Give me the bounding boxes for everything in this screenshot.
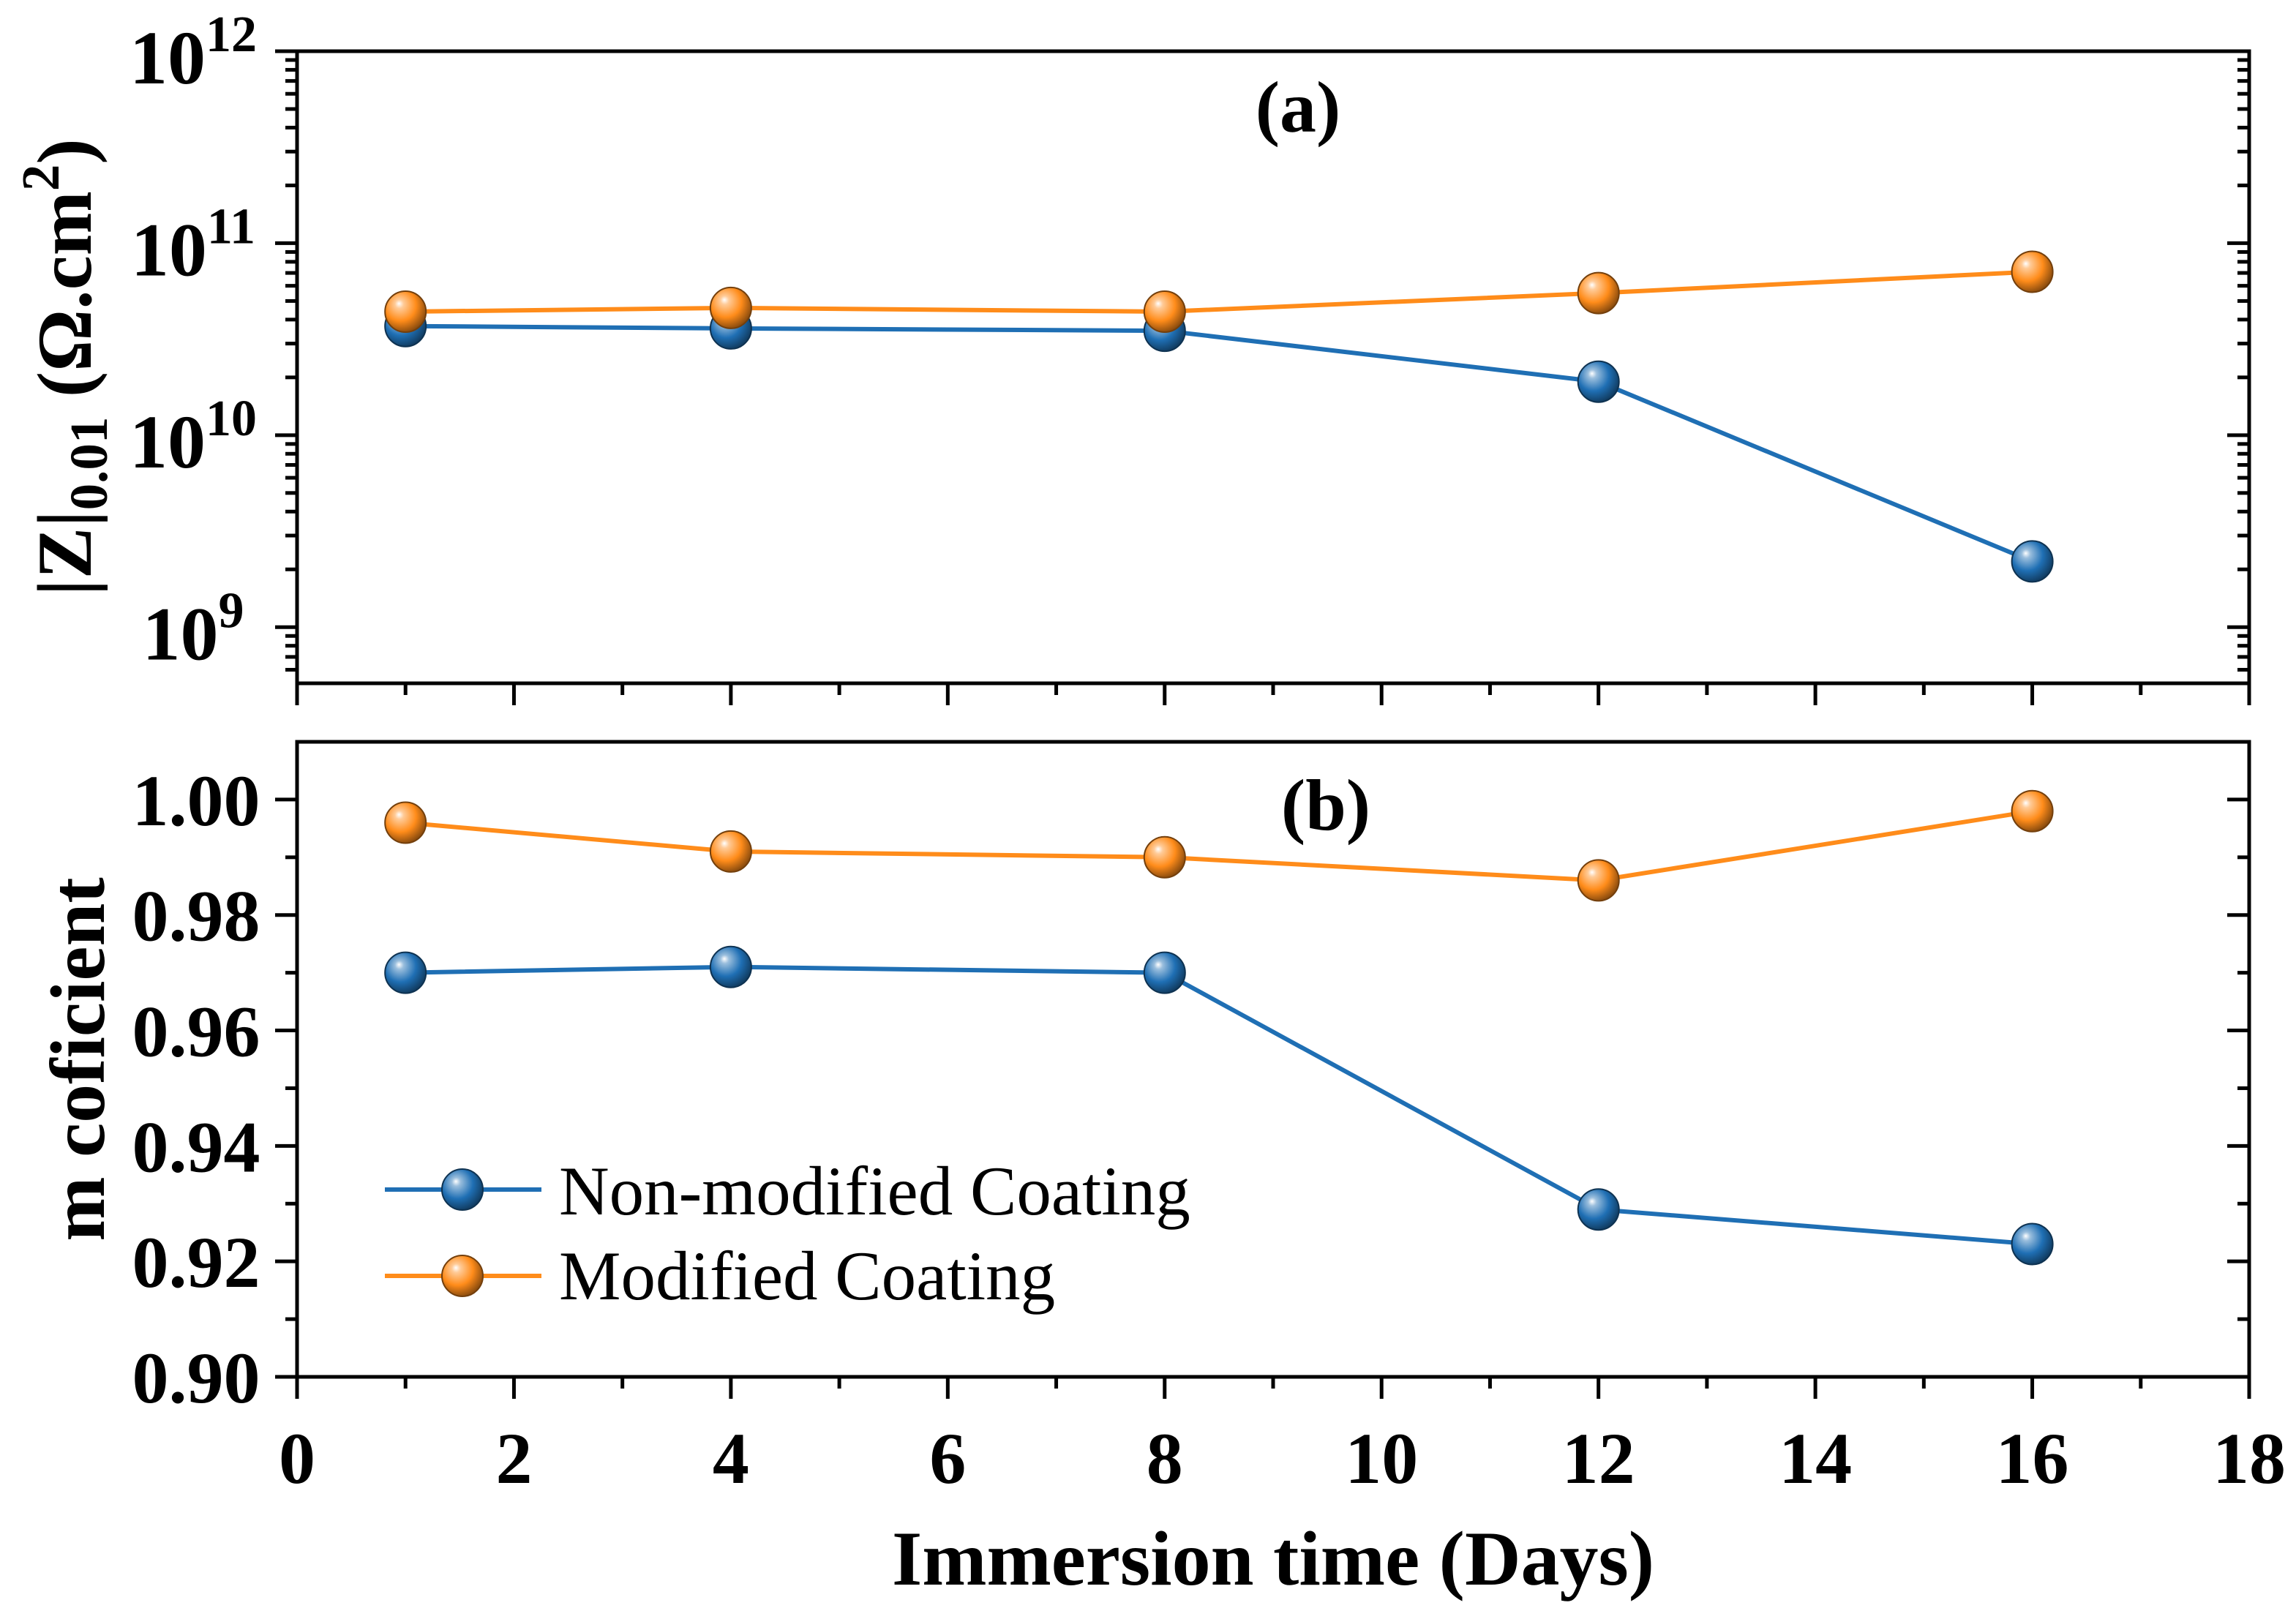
modified-coating-point bbox=[709, 830, 752, 873]
y-title-main: |Z| bbox=[22, 510, 108, 596]
legend-marker-modified-coating bbox=[441, 1255, 484, 1297]
x-axis-title: Immersion time (Days) bbox=[892, 1516, 1654, 1601]
modified-coating-point bbox=[1143, 835, 1186, 879]
modified-coating-point bbox=[709, 286, 752, 329]
modified-coating-point bbox=[1577, 271, 1620, 315]
modified-coating-line bbox=[405, 269, 2033, 314]
x-tick-labels: 0 2 4 6 8 10 12 14 16 18 bbox=[279, 1418, 2286, 1499]
modified-coating-point bbox=[2011, 250, 2054, 293]
x-tick-label: 18 bbox=[2213, 1418, 2286, 1499]
y-tick-label: 0.94 bbox=[132, 1106, 260, 1187]
y-tick-label: 109 bbox=[143, 582, 244, 676]
y-tick-label-exponent: 9 bbox=[219, 582, 244, 639]
y-tick-label: 1.00 bbox=[132, 760, 260, 841]
y-tick-label: 1010 bbox=[130, 391, 257, 484]
y-tick-label: 0.98 bbox=[132, 876, 260, 957]
y-title-superscript: 2 bbox=[11, 165, 70, 192]
panel-label-a: (a) bbox=[1256, 67, 1341, 148]
legend-label-modified-coating: Modified Coating bbox=[559, 1237, 1055, 1315]
y-axis-title-impedance: |Z|0.01 (Ω.cm2) bbox=[11, 138, 119, 596]
y-title-unit: (Ω.cm bbox=[22, 191, 108, 417]
y-axis-ticks bbox=[275, 797, 2249, 1379]
x-tick-label: 0 bbox=[279, 1418, 315, 1499]
legend-entry-non-modified-coating: Non-modified Coating bbox=[385, 1152, 1190, 1230]
y-axis-ticks bbox=[275, 49, 2249, 672]
y-tick-label: 0.96 bbox=[132, 991, 260, 1073]
y-tick-label-exponent: 11 bbox=[207, 198, 255, 255]
x-tick-label: 14 bbox=[1779, 1418, 1852, 1499]
y-tick-label: 1012 bbox=[130, 7, 257, 100]
y-tick-label: 0.92 bbox=[132, 1222, 260, 1303]
modified-coating-line bbox=[405, 808, 2033, 883]
non-modified-coating-point bbox=[2011, 540, 2054, 583]
y-tick-label-base: 10 bbox=[130, 16, 206, 100]
legend-label-non-modified-coating: Non-modified Coating bbox=[559, 1152, 1190, 1230]
x-tick-label: 10 bbox=[1345, 1418, 1418, 1499]
modified-coating-point bbox=[1577, 859, 1620, 902]
modified-coating-point bbox=[2011, 789, 2054, 833]
series-group bbox=[384, 250, 2054, 583]
legend-marker-non-modified-coating bbox=[441, 1168, 484, 1211]
y-axis-title-m-coefficient: m coficient bbox=[35, 877, 121, 1241]
y-title-subscript: 0.01 bbox=[59, 417, 119, 511]
x-tick-label: 2 bbox=[495, 1418, 532, 1499]
y-tick-label: 1011 bbox=[131, 198, 255, 292]
modified-coating-point bbox=[1143, 290, 1186, 333]
x-tick-label: 6 bbox=[929, 1418, 966, 1499]
y-tick-label-base: 10 bbox=[131, 208, 207, 292]
x-tick-label: 8 bbox=[1147, 1418, 1183, 1499]
y-tick-label-base: 10 bbox=[143, 592, 219, 676]
x-axis-ticks bbox=[295, 683, 2251, 705]
non-modified-coating-point bbox=[1577, 1188, 1620, 1231]
modified-coating-point bbox=[384, 290, 427, 333]
y-tick-label-base: 10 bbox=[130, 400, 206, 484]
x-tick-label: 16 bbox=[1996, 1418, 2069, 1499]
non-modified-coating-point bbox=[1143, 951, 1186, 994]
modified-coating-point bbox=[384, 801, 427, 844]
x-tick-label: 4 bbox=[713, 1418, 749, 1499]
y-tick-label-exponent: 12 bbox=[206, 7, 257, 63]
y-tick-labels: 0.90 0.92 0.94 0.96 0.98 1.00 bbox=[132, 760, 260, 1419]
non-modified-coating-point bbox=[1577, 360, 1620, 403]
non-modified-coating-point bbox=[384, 951, 427, 994]
y-tick-label-exponent: 10 bbox=[206, 391, 257, 447]
legend-entry-modified-coating: Modified Coating bbox=[385, 1237, 1055, 1315]
x-axis-ticks bbox=[295, 1377, 2251, 1399]
non-modified-coating-line bbox=[405, 323, 2033, 564]
series-group bbox=[384, 789, 2054, 1266]
legend: Non-modified Coating Modified Coating bbox=[385, 1152, 1190, 1315]
non-modified-coating-point bbox=[709, 945, 752, 988]
panel-label-b: (b) bbox=[1281, 765, 1370, 846]
y-title-close: ) bbox=[22, 138, 108, 164]
non-modified-coating-point bbox=[2011, 1222, 2054, 1266]
x-tick-label: 12 bbox=[1562, 1418, 1635, 1499]
panel-b: 0 2 4 6 8 10 12 14 16 18 0.90 0.92 0.94 0.96 0.98 1.00 bbox=[132, 740, 2286, 1499]
y-tick-label: 0.90 bbox=[132, 1337, 260, 1419]
